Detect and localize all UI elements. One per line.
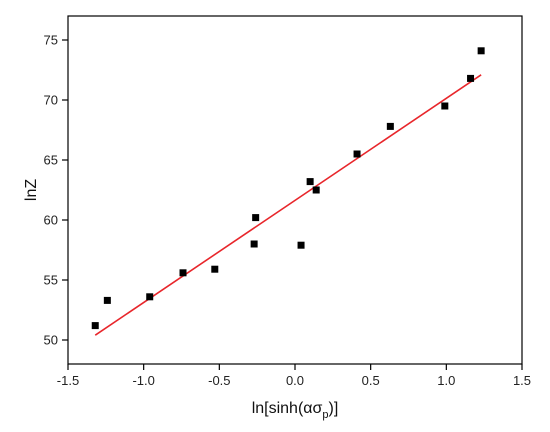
data-point — [103, 296, 111, 304]
data-point — [211, 265, 219, 273]
x-axis-title-prefix: ln[sinh(ασ — [252, 400, 323, 417]
x-tick-label: 1.0 — [437, 373, 455, 388]
x-tick-label: 1.5 — [513, 373, 531, 388]
fit-line — [94, 74, 482, 336]
data-point — [353, 150, 361, 158]
x-tick-label: -1.0 — [132, 373, 154, 388]
data-point — [252, 214, 260, 222]
y-axis: 50 55 60 65 70 75 — [44, 33, 68, 348]
y-tick-label: 50 — [44, 333, 58, 348]
y-tick-label: 60 — [44, 213, 58, 228]
data-point — [306, 178, 314, 186]
data-point — [467, 74, 475, 82]
data-points — [91, 47, 485, 330]
y-tick-label: 65 — [44, 153, 58, 168]
data-point — [297, 241, 305, 249]
x-axis-title: ln[sinh(ασp)] — [252, 400, 339, 421]
x-tick-label: 0.0 — [286, 373, 304, 388]
x-tick-label: 0.5 — [362, 373, 380, 388]
x-tick-label: -1.5 — [57, 373, 79, 388]
data-point — [477, 47, 485, 55]
data-point — [312, 186, 320, 194]
data-point — [146, 293, 154, 301]
x-axis-title-subscript: p — [322, 409, 328, 421]
data-point — [91, 322, 99, 330]
plot-frame — [67, 15, 523, 365]
fit-line-group — [94, 74, 482, 336]
data-point — [250, 240, 258, 248]
x-axis: -1.5 -1.0 -0.5 0.0 0.5 1.0 1.5 — [57, 364, 531, 388]
data-point — [179, 269, 187, 277]
y-tick-label: 70 — [44, 93, 58, 108]
y-tick-label: 75 — [44, 33, 58, 48]
data-point — [441, 102, 449, 110]
x-tick-label: -0.5 — [208, 373, 230, 388]
x-axis-title-suffix: )] — [329, 400, 339, 417]
y-tick-label: 55 — [44, 273, 58, 288]
y-axis-title: lnZ — [23, 179, 40, 201]
data-point — [386, 122, 394, 130]
